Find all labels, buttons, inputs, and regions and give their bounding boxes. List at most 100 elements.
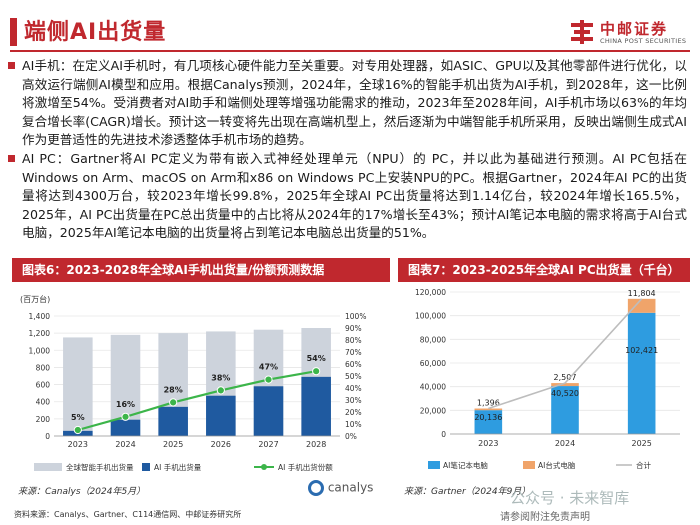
chart-panel-ai-phone: 图表6：2023-2028年全球AI手机出货量/份额预测数据 (百万台) 0 200… <box>12 258 390 503</box>
chart-source: 来源：Canalys（2024年5月） <box>18 487 146 497</box>
legend-label: AI台式电脑 <box>538 460 576 470</box>
share-data-label: 47% <box>259 363 278 372</box>
paragraph-text: AI手机：在定义AI手机时，有几项核心硬件能力至关重要。对专用处理器，如ASIC… <box>22 58 687 148</box>
share-point <box>264 375 273 384</box>
y-tick-label: 600 <box>36 381 51 390</box>
bar-ai-laptop <box>551 386 579 434</box>
y-tick-label: 120,000 <box>415 288 446 297</box>
y-tick-label: 0 <box>441 430 446 439</box>
y2-tick-label: 90% <box>345 324 362 333</box>
y-tick-label: 1,400 <box>29 312 51 321</box>
y-axis-label: (百万台) <box>20 294 50 304</box>
brand-text: canalys <box>327 480 374 495</box>
share-point <box>121 412 130 421</box>
y2-tick-label: 100% <box>345 312 366 321</box>
bar-ai-desktop <box>627 298 656 313</box>
bar-total-shipments <box>63 337 93 436</box>
legend-swatch-laptop <box>428 461 440 469</box>
laptop-data-label: 102,421 <box>625 346 658 355</box>
y2-tick-label: 80% <box>345 336 362 345</box>
legend-marker-share <box>261 464 267 470</box>
y2-tick-label: 60% <box>345 360 362 369</box>
x-tick-label: 2025 <box>163 440 183 449</box>
canalys-logo: canalys <box>308 480 373 496</box>
desktop-data-label: 11,804 <box>628 289 656 298</box>
laptop-data-label: 40,520 <box>551 389 579 398</box>
ai-phone-chart: (百万台) 0 200 400 600 800 1,000 1,200 1,400 0% 10% 20… <box>20 294 366 472</box>
legend-label: 合计 <box>636 460 651 470</box>
china-post-securities-logo: 中邮证券 CHINA POST SECURITIES <box>568 18 692 48</box>
x-tick-label: 2027 <box>258 440 278 449</box>
bar-ai-laptop <box>474 410 503 434</box>
y-tick-label: 400 <box>36 398 51 407</box>
china-post-emblem-icon <box>571 20 593 44</box>
x-tick-label: 2023 <box>478 439 498 448</box>
bar-ai-phone-shipments <box>110 419 141 436</box>
y2-tick-label: 50% <box>345 372 362 381</box>
y-tick-label: 60,000 <box>420 359 446 368</box>
y-tick-label: 0 <box>45 432 50 441</box>
paragraph-ai-pc: AI PC：Gartner将AI PC定义为带有嵌入式神经处理单元（NPU）的 … <box>8 150 687 243</box>
share-point <box>216 386 225 395</box>
legend-label: AI 手机出货量 <box>154 462 202 472</box>
bar-ai-phone-shipments <box>253 386 284 436</box>
bullet-icon <box>8 155 15 162</box>
chart-source: 来源：Gartner（2024年9月） <box>404 487 531 497</box>
x-tick-label: 2028 <box>306 440 326 449</box>
title-accent-bar <box>10 18 17 46</box>
bar-ai-phone-shipments <box>158 406 188 436</box>
share-data-label: 38% <box>211 373 230 382</box>
bar-ai-phone-shipments <box>301 376 331 436</box>
y2-tick-label: 70% <box>345 348 362 357</box>
page-title: 端侧AI出货量 <box>24 20 167 45</box>
bar-ai-desktop <box>551 383 579 387</box>
y-tick-label: 1,200 <box>29 329 51 338</box>
y-tick-label: 1,000 <box>29 346 51 355</box>
logo-text-cn: 中邮证券 <box>600 20 669 38</box>
bullet-icon <box>8 62 15 69</box>
x-tick-label: 2024 <box>555 439 575 448</box>
paragraph-text: AI PC：Gartner将AI PC定义为带有嵌入式神经处理单元（NPU）的 … <box>22 151 687 241</box>
header-rule <box>10 50 690 52</box>
share-data-label: 28% <box>164 385 183 394</box>
paragraph-ai-phone: AI手机：在定义AI手机时，有几项核心硬件能力至关重要。对专用处理器，如ASIC… <box>8 57 687 150</box>
y-tick-label: 40,000 <box>420 383 446 392</box>
legend-swatch-desktop <box>523 461 535 469</box>
footer-sources: 资料来源：Canalys、Gartner、C114通信网、中邮证券研究所 <box>14 510 242 519</box>
bar-ai-laptop <box>627 312 656 434</box>
desktop-data-label: 1,396 <box>477 399 500 408</box>
laptop-data-label: 20,136 <box>474 413 502 422</box>
share-line <box>77 370 317 432</box>
y2-tick-label: 20% <box>345 408 362 417</box>
legend-swatch-ai <box>142 463 150 471</box>
share-point <box>73 425 82 435</box>
x-tick-label: 2024 <box>115 440 135 449</box>
y2-tick-label: 30% <box>345 396 362 405</box>
share-data-label: 5% <box>71 413 85 422</box>
legend-swatch-total <box>34 463 62 471</box>
ai-pc-chart: 0 20,000 40,000 60,000 80,000 100,000 120,000 2… <box>415 288 680 470</box>
y2-tick-label: 40% <box>345 384 362 393</box>
y-tick-label: 100,000 <box>415 312 446 321</box>
legend-label: 全球智能手机出货量 <box>66 462 134 472</box>
x-tick-label: 2025 <box>631 439 651 448</box>
share-data-label: 16% <box>116 400 135 409</box>
canalys-emblem-icon <box>308 480 324 496</box>
share-point <box>312 367 321 376</box>
x-tick-label: 2023 <box>68 440 88 449</box>
total-line <box>488 298 643 410</box>
desktop-data-label: 2,507 <box>554 373 577 382</box>
watermark: 公众号 · 未来智库 <box>510 489 630 507</box>
logo-text-en: CHINA POST SECURITIES <box>600 37 687 45</box>
footer-disclaimer: 请参阅附注免责声明 <box>500 512 590 523</box>
share-data-label: 54% <box>307 354 326 363</box>
x-tick-label: 2026 <box>211 440 231 449</box>
share-point <box>169 398 178 407</box>
y2-tick-label: 10% <box>345 420 362 429</box>
legend-label: AI笔记本电脑 <box>443 460 488 470</box>
y2-tick-label: 0% <box>345 432 357 441</box>
y-tick-label: 200 <box>36 415 51 424</box>
bar-ai-desktop <box>474 408 503 411</box>
y-tick-label: 800 <box>36 363 51 372</box>
chart-title: 图表6：2023-2028年全球AI手机出货量/份额预测数据 <box>12 258 390 282</box>
